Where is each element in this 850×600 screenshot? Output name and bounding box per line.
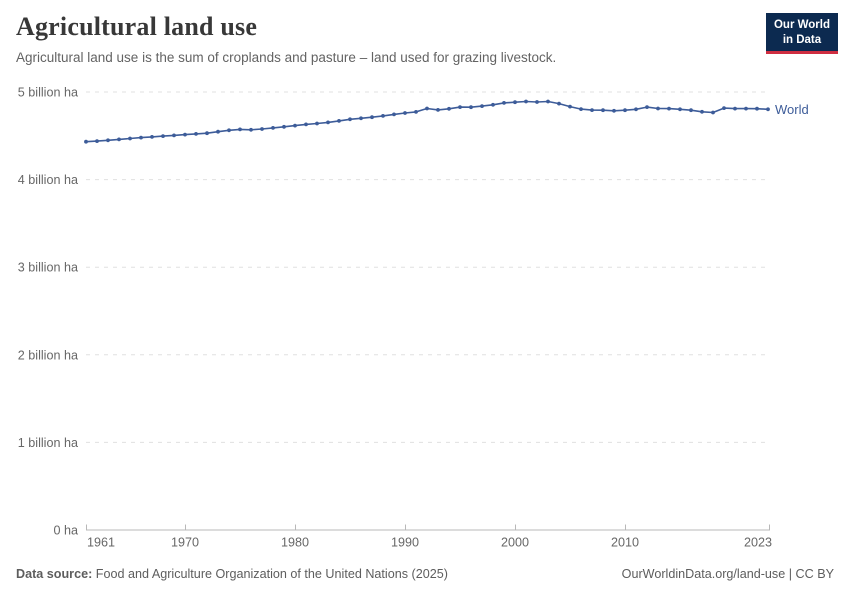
data-point[interactable] [106, 138, 110, 143]
data-point[interactable] [304, 122, 308, 127]
data-point[interactable] [315, 121, 319, 126]
x-axis-label: 1980 [281, 536, 309, 550]
x-axis-label: 1970 [171, 536, 199, 550]
data-point[interactable] [667, 106, 671, 111]
data-point[interactable] [414, 110, 418, 114]
data-point[interactable] [95, 139, 99, 143]
data-point[interactable] [260, 127, 264, 131]
data-point[interactable] [524, 99, 528, 104]
owid-logo-line2: in Data [782, 33, 822, 46]
data-point[interactable] [645, 105, 649, 109]
data-point[interactable] [458, 105, 462, 109]
plot-area: 0 ha 1 billion ha 2 billion ha 3 billion ha… [18, 86, 809, 550]
data-source: Data source: Food and Agriculture Organi… [16, 567, 448, 581]
data-point[interactable] [689, 108, 693, 113]
data-point[interactable] [194, 132, 198, 136]
data-point[interactable] [150, 135, 154, 139]
data-point[interactable] [172, 133, 176, 138]
data-point[interactable] [216, 129, 220, 134]
data-point[interactable] [117, 137, 121, 142]
x-axis-label: 2010 [611, 536, 639, 550]
page-title: Agricultural land use [16, 12, 258, 41]
data-point[interactable] [337, 119, 341, 123]
data-point[interactable] [436, 108, 440, 112]
data-point[interactable] [359, 116, 363, 121]
data-point[interactable] [139, 135, 143, 140]
data-point[interactable] [84, 139, 88, 144]
data-point[interactable] [348, 117, 352, 122]
y-axis-label: 0 ha [53, 524, 78, 538]
data-point[interactable] [700, 109, 704, 114]
y-axis-label: 5 billion ha [18, 86, 78, 100]
data-point[interactable] [480, 104, 484, 108]
data-point[interactable] [766, 107, 770, 112]
data-point[interactable] [678, 107, 682, 112]
data-point[interactable] [656, 106, 660, 111]
y-axis-label: 1 billion ha [18, 436, 78, 450]
data-point[interactable] [579, 107, 583, 111]
data-point[interactable] [447, 106, 451, 111]
y-axis-label: 3 billion ha [18, 261, 78, 275]
data-point[interactable] [469, 105, 473, 110]
data-point[interactable] [568, 104, 572, 109]
data-point[interactable] [128, 136, 132, 141]
data-point[interactable] [238, 127, 242, 132]
owid-logo: Our World in Data [765, 13, 838, 55]
data-point[interactable] [381, 114, 385, 118]
data-point[interactable] [227, 128, 231, 133]
data-point[interactable] [392, 112, 396, 117]
x-axis-label: 1961 [87, 536, 115, 550]
data-point[interactable] [744, 106, 748, 111]
data-source-label: Data source: [16, 567, 93, 581]
data-point[interactable] [403, 111, 407, 115]
data-point[interactable] [293, 123, 297, 128]
data-point[interactable] [711, 110, 715, 115]
data-point[interactable] [502, 101, 506, 105]
data-point[interactable] [249, 127, 253, 132]
data-point[interactable] [535, 100, 539, 104]
data-point[interactable] [425, 106, 429, 111]
data-point[interactable] [601, 108, 605, 113]
data-point[interactable] [612, 108, 616, 113]
data-point[interactable] [326, 120, 330, 125]
data-point[interactable] [205, 131, 209, 136]
attribution-link[interactable]: OurWorldinData.org/land-use | CC BY [621, 567, 834, 581]
data-point[interactable] [623, 108, 627, 113]
data-point[interactable] [755, 106, 759, 111]
x-axis-label: 2023 [744, 536, 772, 550]
data-point[interactable] [161, 134, 165, 138]
data-point[interactable] [491, 102, 495, 107]
chart-footer: Data source: Food and Agriculture Organi… [16, 567, 834, 581]
data-point[interactable] [282, 124, 286, 129]
chart-subtitle: Agricultural land use is the sum of crop… [16, 50, 557, 65]
data-point[interactable] [546, 99, 550, 104]
data-point[interactable] [733, 106, 737, 111]
data-point[interactable] [722, 106, 726, 110]
data-source-value: Food and Agriculture Organization of the… [92, 567, 448, 581]
data-point[interactable] [183, 132, 187, 137]
y-axis-label: 2 billion ha [18, 348, 78, 362]
series-label-world[interactable]: World [775, 102, 809, 117]
data-point[interactable] [634, 107, 638, 112]
line-chart: 0 ha 1 billion ha 2 billion ha 3 billion ha… [0, 80, 850, 558]
chart-header: Agricultural land use Agricultural land … [16, 12, 750, 67]
data-point[interactable] [271, 126, 275, 130]
data-point[interactable] [513, 100, 517, 105]
data-point[interactable] [557, 101, 561, 106]
x-axis-label: 2000 [501, 536, 529, 550]
data-point[interactable] [590, 108, 594, 112]
owid-logo-line1: Our World [773, 19, 830, 31]
x-axis-label: 1990 [391, 536, 419, 550]
data-point[interactable] [370, 115, 374, 120]
y-axis-label: 4 billion ha [18, 173, 78, 187]
